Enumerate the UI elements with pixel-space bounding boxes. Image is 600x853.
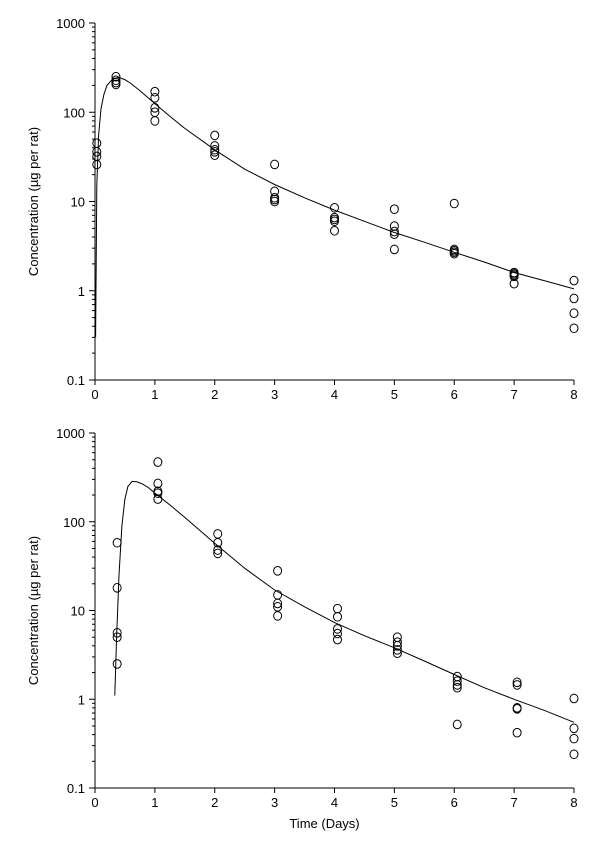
data-point <box>332 634 342 645</box>
x-tick-label: 5 <box>391 795 398 810</box>
x-tick-label: 4 <box>331 795 338 810</box>
data-point <box>153 457 163 467</box>
data-point <box>111 77 121 88</box>
x-tick-label: 0 <box>91 387 98 402</box>
y-tick-label: 10 <box>71 195 85 210</box>
data-point <box>452 719 462 730</box>
data-point <box>512 680 522 690</box>
data-point <box>270 194 280 205</box>
data-point <box>92 147 102 157</box>
data-point <box>112 537 122 548</box>
data-point <box>389 221 399 231</box>
x-tick-label: 0 <box>91 795 98 810</box>
y-tick-label: 0.1 <box>67 781 85 796</box>
data-point <box>330 202 339 213</box>
data-point <box>512 677 522 688</box>
fit-curve <box>95 76 575 338</box>
data-point <box>150 86 160 97</box>
data-point <box>392 641 402 651</box>
fit-curve <box>114 480 575 723</box>
x-axis-title: Time (Days) <box>289 816 359 831</box>
data-point <box>273 611 283 621</box>
data-point <box>512 704 522 714</box>
data-point <box>111 79 121 90</box>
y-tick-label: 100 <box>63 515 85 530</box>
x-tick-label: 1 <box>151 387 158 402</box>
data-point <box>452 680 462 690</box>
x-tick-label: 7 <box>511 795 518 810</box>
data-point <box>332 611 342 622</box>
x-tick-label: 2 <box>211 387 218 402</box>
y-tick-label: 10 <box>71 604 85 619</box>
data-point <box>392 645 402 655</box>
data-point <box>452 676 462 686</box>
data-point <box>389 204 399 214</box>
x-tick-label: 8 <box>570 795 577 810</box>
data-point <box>569 293 579 304</box>
data-point <box>332 628 342 639</box>
x-tick-label: 3 <box>271 795 278 810</box>
data-point <box>270 159 280 170</box>
x-tick-label: 5 <box>391 387 398 402</box>
data-point <box>273 598 283 609</box>
data-point <box>569 733 579 744</box>
data-point <box>92 151 102 162</box>
data-point <box>452 682 462 693</box>
y-tick-label: 1 <box>78 284 85 299</box>
data-point <box>509 278 519 289</box>
data-point <box>213 529 223 539</box>
data-point <box>150 93 160 103</box>
x-tick-label: 8 <box>570 387 577 402</box>
data-point <box>92 138 102 149</box>
x-tick-label: 3 <box>271 387 278 402</box>
data-point <box>270 196 280 207</box>
data-point <box>153 478 163 489</box>
y-axis-title: Concentration (µg per rat) <box>26 127 41 276</box>
y-tick-label: 1000 <box>56 426 85 441</box>
data-point <box>569 308 579 319</box>
data-point <box>213 548 223 559</box>
data-point <box>392 632 402 643</box>
data-point <box>330 225 339 236</box>
data-point <box>569 323 579 334</box>
chart-panel-bottom: 0 1 2 3 4 5 6 7 8 0.1 1 10 100 1000 Concentration (µg … <box>26 426 579 831</box>
data-point <box>569 275 579 286</box>
x-tick-label: 1 <box>151 795 158 810</box>
y-tick-label: 100 <box>63 105 85 120</box>
x-tick-label: 6 <box>451 387 458 402</box>
data-point <box>389 244 399 255</box>
y-tick-label: 1000 <box>56 16 85 31</box>
data-point <box>392 637 402 647</box>
data-point <box>210 130 220 141</box>
x-tick-label: 6 <box>451 795 458 810</box>
y-axis-title: Concentration (µg per rat) <box>26 536 41 685</box>
y-tick-label: 0.1 <box>67 373 85 388</box>
data-point <box>112 659 122 669</box>
data-point <box>569 749 579 760</box>
data-point <box>111 71 121 82</box>
data-point <box>569 693 579 704</box>
data-point <box>330 216 339 227</box>
data-point <box>92 159 102 170</box>
data-point <box>569 723 579 734</box>
x-tick-label: 7 <box>511 387 518 402</box>
data-point <box>512 727 522 738</box>
data-point <box>449 198 459 209</box>
y-tick-label: 1 <box>78 692 85 707</box>
data-point <box>389 226 399 237</box>
data-point <box>273 566 283 576</box>
data-point <box>153 488 163 498</box>
data-point <box>210 150 220 161</box>
data-point <box>330 214 339 225</box>
x-tick-label: 4 <box>331 387 338 402</box>
data-point <box>112 583 122 593</box>
data-point <box>332 624 342 634</box>
data-point <box>332 603 342 614</box>
x-tick-label: 2 <box>211 795 218 810</box>
chart-panel-top: 0 1 2 3 4 5 6 7 8 0.1 1 10 100 1000 Concentration (µg … <box>26 16 579 402</box>
data-point <box>150 116 160 126</box>
